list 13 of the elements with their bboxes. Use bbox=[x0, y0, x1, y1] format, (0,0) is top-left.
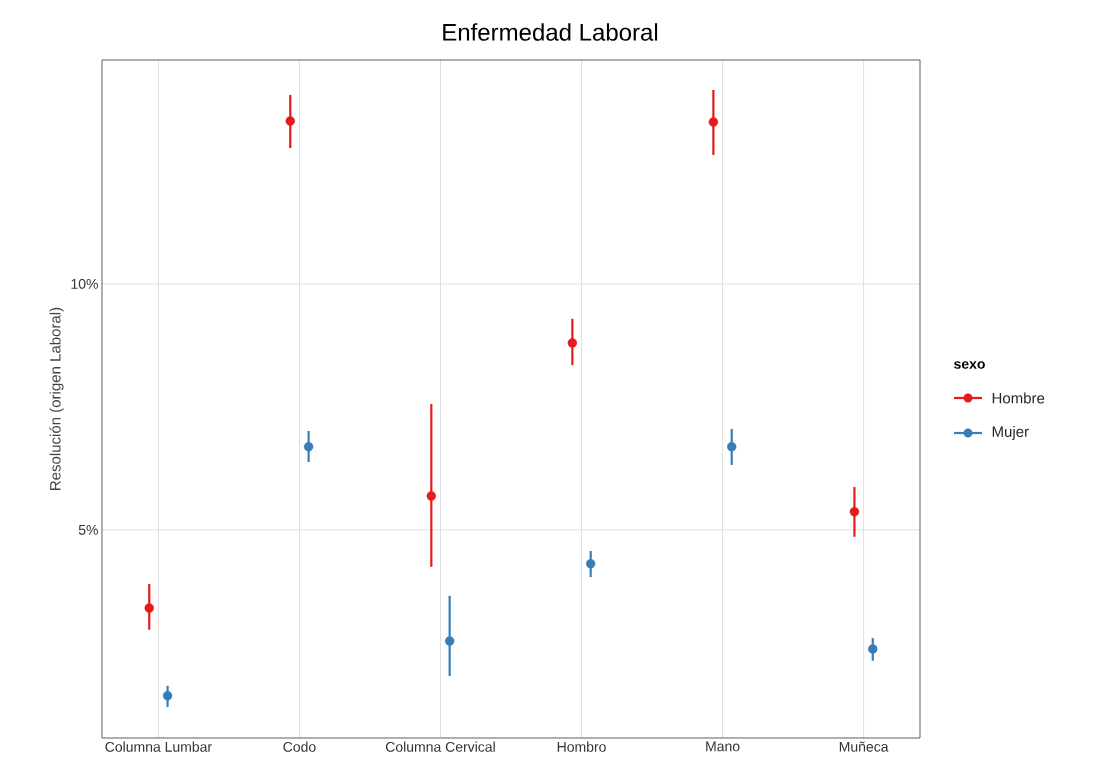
x-tick-label: Codo bbox=[283, 741, 316, 752]
legend-label: Mujer bbox=[992, 426, 1029, 440]
x-tick-label: Columna Cervical bbox=[385, 741, 495, 752]
chart-title: Enfermedad Laboral bbox=[443, 23, 658, 41]
x-tick-label: Hombro bbox=[557, 741, 606, 752]
legend-title: sexo bbox=[954, 361, 985, 369]
x-tick-label: Mano bbox=[706, 741, 740, 752]
x-tick-label: Muñeca bbox=[839, 741, 889, 752]
legend-label: Hombre bbox=[992, 392, 1045, 404]
x-tick-label: Columna Lumbar bbox=[105, 741, 212, 752]
y-axis-title: Resolución (origen Laboral) bbox=[49, 307, 64, 490]
y-tick-label: 5% bbox=[78, 524, 98, 535]
y-tick-label: 10% bbox=[71, 278, 98, 289]
